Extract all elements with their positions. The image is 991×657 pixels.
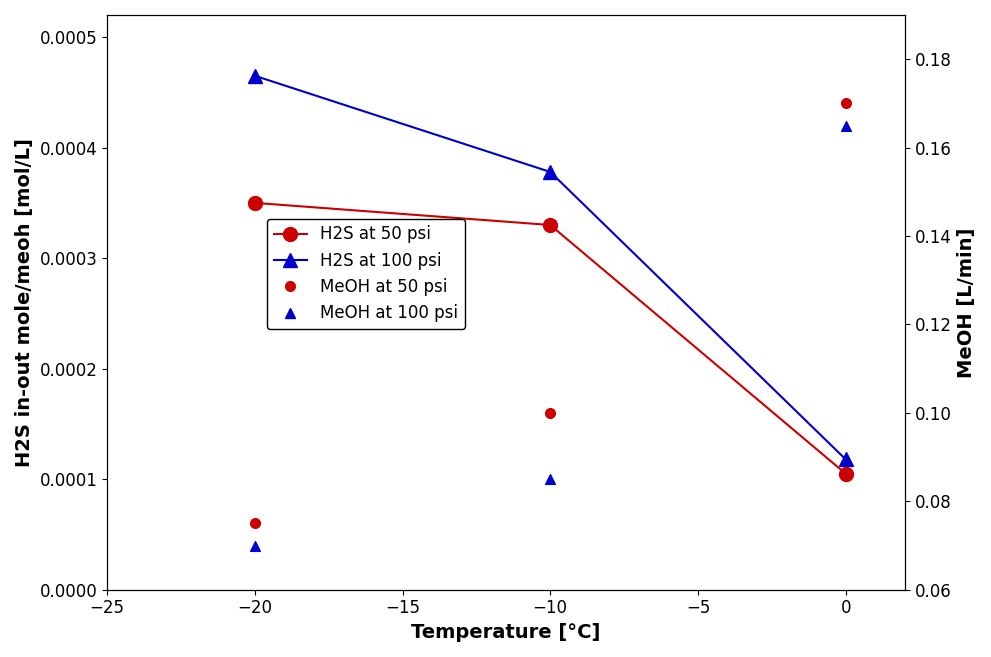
Legend: H2S at 50 psi, H2S at 100 psi, MeOH at 50 psi, MeOH at 100 psi: H2S at 50 psi, H2S at 100 psi, MeOH at 5… [267, 219, 465, 329]
Line: H2S at 50 psi: H2S at 50 psi [248, 196, 852, 481]
MeOH at 50 psi [542, 407, 558, 418]
Y-axis label: MeOH [L/min]: MeOH [L/min] [957, 227, 976, 378]
MeOH at 100 psi [247, 540, 263, 551]
MeOH at 100 psi [837, 120, 853, 131]
H2S at 100 psi [249, 72, 261, 79]
MeOH at 50 psi [247, 518, 263, 529]
H2S at 100 psi [839, 455, 851, 463]
MeOH at 100 psi [542, 474, 558, 484]
H2S at 50 psi [839, 470, 851, 478]
X-axis label: Temperature [°C]: Temperature [°C] [411, 623, 601, 642]
H2S at 50 psi [544, 221, 556, 229]
MeOH at 50 psi [837, 98, 853, 108]
H2S at 100 psi [544, 168, 556, 176]
Y-axis label: H2S in-out mole/meoh [mol/L]: H2S in-out mole/meoh [mol/L] [15, 138, 34, 467]
Line: H2S at 100 psi: H2S at 100 psi [248, 69, 852, 466]
H2S at 50 psi [249, 199, 261, 207]
